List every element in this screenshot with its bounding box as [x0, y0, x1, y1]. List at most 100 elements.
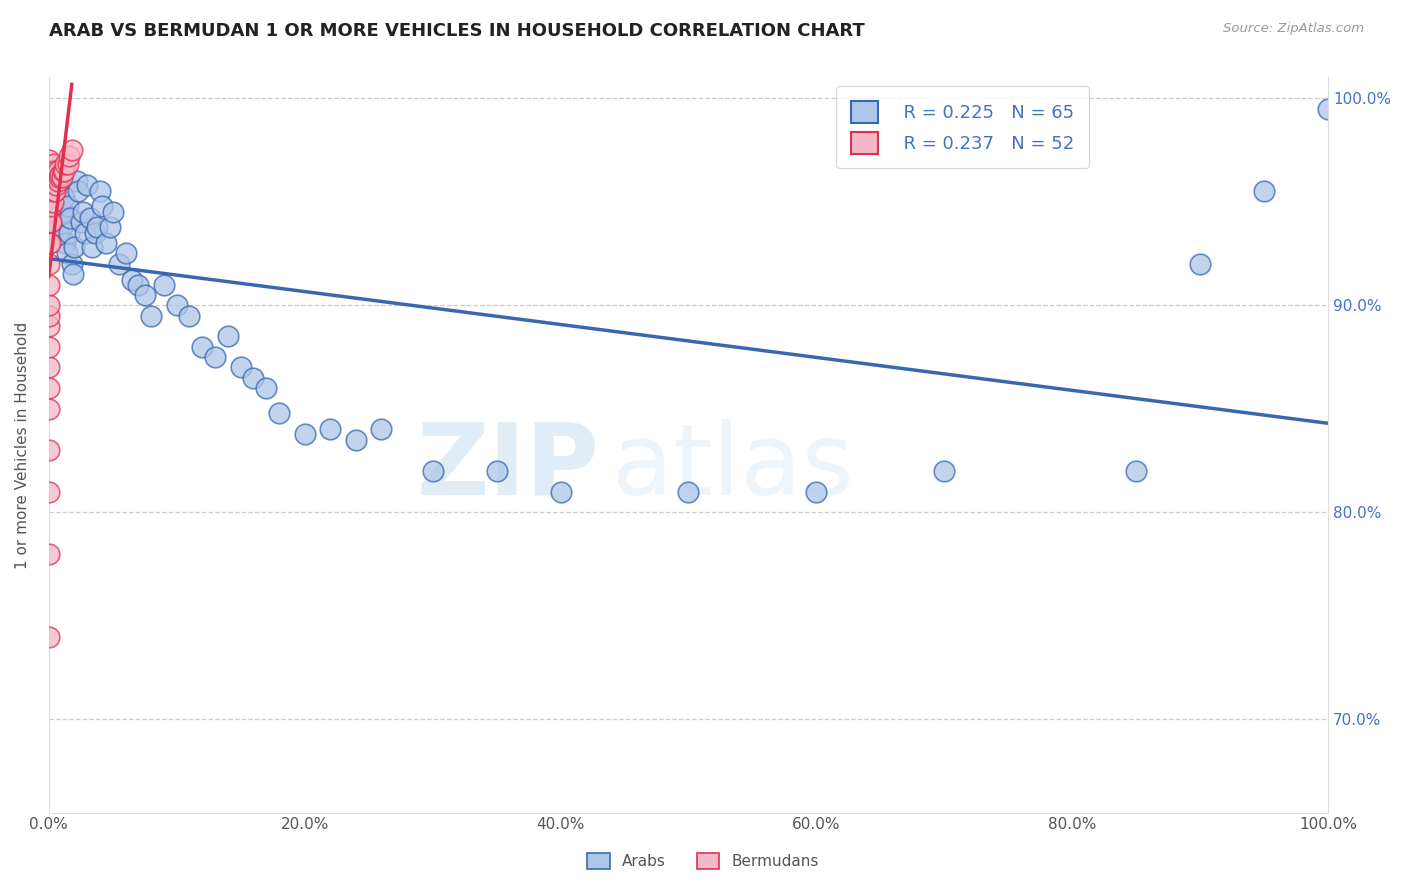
Point: [44, 194, 66, 209]
Point: [39, 174, 62, 188]
Point: [1189, 257, 1212, 271]
Point: [179, 309, 201, 323]
Point: [63, 240, 86, 254]
Point: [191, 340, 214, 354]
Point: [38, 174, 60, 188]
Point: [229, 360, 252, 375]
Point: [153, 277, 176, 292]
Point: [101, 205, 124, 219]
Text: ARAB VS BERMUDAN 1 OR MORE VEHICLES IN HOUSEHOLD CORRELATION CHART: ARAB VS BERMUDAN 1 OR MORE VEHICLES IN H…: [49, 22, 865, 40]
Legend:   R = 0.225   N = 65,   R = 0.237   N = 52: R = 0.225 N = 65, R = 0.237 N = 52: [837, 87, 1088, 169]
Point: [38, 360, 60, 375]
Point: [91, 199, 114, 213]
Point: [38, 215, 60, 229]
Point: [46, 174, 69, 188]
Point: [550, 484, 572, 499]
Point: [166, 298, 188, 312]
Point: [38, 194, 60, 209]
Point: [72, 205, 94, 219]
Point: [39, 199, 62, 213]
Point: [44, 163, 66, 178]
Point: [38, 205, 60, 219]
Point: [267, 406, 290, 420]
Text: atlas: atlas: [612, 418, 853, 516]
Point: [38, 630, 60, 644]
Point: [53, 190, 76, 204]
Point: [42, 163, 65, 178]
Point: [1125, 464, 1147, 478]
Point: [53, 163, 76, 178]
Point: [55, 157, 77, 171]
Point: [66, 174, 89, 188]
Point: [1253, 184, 1275, 198]
Point: [934, 464, 956, 478]
Point: [82, 240, 104, 254]
Point: [58, 149, 80, 163]
Point: [48, 184, 70, 198]
Point: [52, 163, 75, 178]
Point: [56, 157, 79, 171]
Point: [69, 215, 91, 229]
Point: [45, 215, 67, 229]
Point: [134, 288, 156, 302]
Point: [319, 422, 342, 436]
Point: [38, 153, 60, 168]
Point: [41, 178, 63, 193]
Point: [39, 215, 62, 229]
Point: [42, 157, 65, 171]
Point: [56, 199, 79, 213]
Point: [1317, 102, 1340, 116]
Point: [38, 401, 60, 416]
Point: [89, 184, 111, 198]
Point: [55, 246, 77, 260]
Point: [52, 205, 75, 219]
Point: [485, 464, 508, 478]
Point: [55, 236, 77, 251]
Point: [38, 381, 60, 395]
Point: [39, 184, 62, 198]
Point: [46, 163, 69, 178]
Point: [98, 219, 121, 234]
Point: [127, 277, 149, 292]
Point: [114, 246, 136, 260]
Point: [67, 184, 90, 198]
Point: [48, 169, 70, 184]
Point: [38, 547, 60, 561]
Point: [41, 194, 63, 209]
Point: [60, 257, 83, 271]
Point: [42, 184, 65, 198]
Point: [86, 219, 108, 234]
Point: [38, 257, 60, 271]
Point: [38, 277, 60, 292]
Point: [46, 226, 69, 240]
Point: [344, 433, 367, 447]
Point: [41, 163, 63, 178]
Point: [39, 236, 62, 251]
Point: [44, 184, 66, 198]
Point: [38, 340, 60, 354]
Point: [38, 298, 60, 312]
Point: [62, 267, 84, 281]
Point: [217, 329, 239, 343]
Point: [39, 163, 62, 178]
Y-axis label: 1 or more Vehicles in Household: 1 or more Vehicles in Household: [15, 321, 30, 568]
Point: [39, 215, 62, 229]
Text: ZIP: ZIP: [416, 418, 599, 516]
Legend: Arabs, Bermudans: Arabs, Bermudans: [581, 847, 825, 875]
Point: [370, 422, 392, 436]
Point: [51, 169, 73, 184]
Point: [39, 184, 62, 198]
Point: [38, 443, 60, 458]
Point: [45, 169, 67, 184]
Point: [83, 226, 105, 240]
Point: [38, 318, 60, 333]
Point: [45, 178, 67, 193]
Point: [38, 484, 60, 499]
Point: [51, 219, 73, 234]
Point: [422, 464, 444, 478]
Point: [121, 273, 143, 287]
Point: [39, 194, 62, 209]
Point: [96, 236, 118, 251]
Point: [39, 174, 62, 188]
Point: [39, 163, 62, 178]
